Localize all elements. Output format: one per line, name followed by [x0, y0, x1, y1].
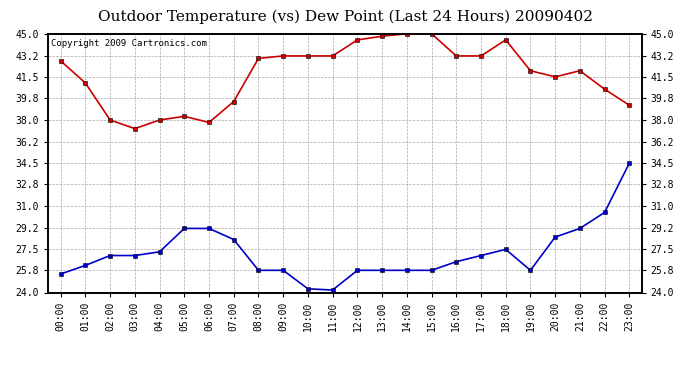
Text: Copyright 2009 Cartronics.com: Copyright 2009 Cartronics.com	[51, 39, 207, 48]
Text: Outdoor Temperature (vs) Dew Point (Last 24 Hours) 20090402: Outdoor Temperature (vs) Dew Point (Last…	[97, 9, 593, 24]
